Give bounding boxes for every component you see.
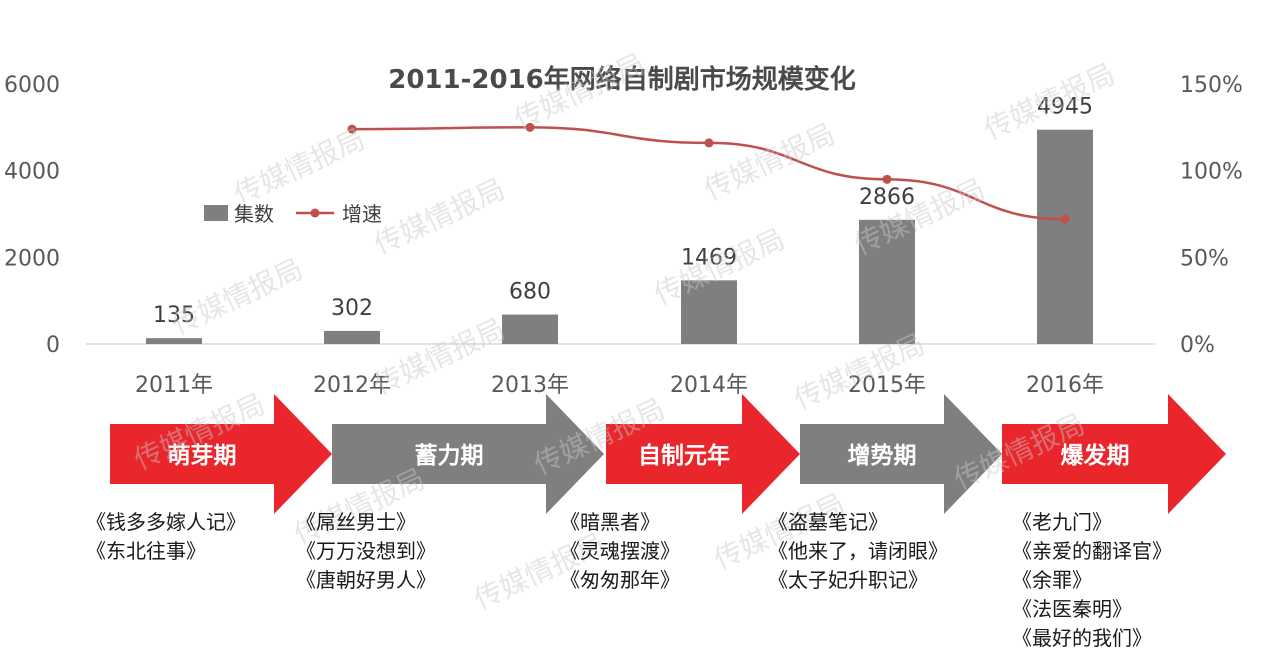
bar bbox=[146, 338, 202, 344]
stage-arrow bbox=[332, 394, 604, 514]
growth-point bbox=[347, 124, 357, 134]
show-list: 《钱多多嫁人记》 《东北往事》 bbox=[86, 508, 246, 566]
right-axis-tick-label: 100% bbox=[1180, 160, 1243, 185]
watermark-text: 传媒情报局 bbox=[229, 122, 370, 211]
show-list: 《暗黑者》《灵魂摆渡》 《匆匆那年》 bbox=[560, 508, 680, 595]
growth-point bbox=[525, 122, 535, 132]
show-title: 《法医秦明》 bbox=[1012, 597, 1132, 621]
x-axis-tick-label: 2011年 bbox=[135, 373, 213, 398]
show-title: 《万万没想到》 bbox=[296, 539, 436, 563]
bar-data-label: 135 bbox=[153, 303, 195, 328]
legend-label-bar: 集数 bbox=[234, 202, 274, 226]
legend-swatch-bar bbox=[204, 205, 228, 221]
watermark-text: 传媒情报局 bbox=[369, 172, 510, 261]
chart-title: 2011-2016年网络自制剧市场规模变化 bbox=[388, 64, 856, 95]
x-axis-tick-label: 2014年 bbox=[670, 373, 748, 398]
show-title: 《老九门》 bbox=[1012, 510, 1112, 534]
growth-point bbox=[704, 138, 714, 148]
stage-arrow bbox=[800, 394, 1002, 514]
watermark-text: 传媒情报局 bbox=[699, 117, 840, 206]
growth-point bbox=[1060, 214, 1070, 224]
watermark-text: 传媒情报局 bbox=[167, 252, 308, 341]
bar bbox=[1037, 129, 1093, 344]
bar bbox=[681, 280, 737, 344]
legend-swatch-marker bbox=[310, 208, 320, 218]
x-axis-tick-label: 2012年 bbox=[313, 373, 391, 398]
left-axis-tick-label: 2000 bbox=[4, 246, 60, 271]
show-title: 《最好的我们》 bbox=[1012, 626, 1152, 650]
x-axis-tick-label: 2015年 bbox=[848, 373, 926, 398]
bar bbox=[324, 330, 380, 344]
bar bbox=[502, 314, 558, 344]
stage-arrow bbox=[110, 394, 332, 514]
stage-label: 爆发期 bbox=[1061, 442, 1130, 469]
show-list: 《盗墓笔记》《他来了，请闭眼》 《太子妃升职记》 bbox=[768, 508, 948, 595]
stage-label: 萌芽期 bbox=[168, 443, 237, 469]
stage-arrow bbox=[606, 394, 800, 514]
show-title: 《暗黑者》 bbox=[560, 510, 660, 534]
show-title: 《余罪》 bbox=[1012, 568, 1092, 592]
watermark-text: 传媒情报局 bbox=[369, 312, 510, 401]
bar-data-label: 680 bbox=[509, 280, 551, 305]
bar-data-label: 1469 bbox=[681, 245, 737, 270]
legend-label-line: 增速 bbox=[342, 202, 382, 226]
right-axis-tick-label: 0% bbox=[1180, 333, 1215, 358]
left-y-axis: 0 2000 4000 6000 bbox=[4, 73, 60, 358]
growth-point bbox=[882, 174, 892, 184]
show-list: 《屌丝男士》 《万万没想到》 《唐朝好男人》 bbox=[296, 508, 436, 595]
show-title: 《灵魂摆渡》 bbox=[560, 539, 680, 563]
bar-data-label: 4945 bbox=[1037, 95, 1093, 120]
left-axis-tick-label: 4000 bbox=[4, 160, 60, 185]
show-title: 《唐朝好男人》 bbox=[296, 568, 436, 592]
legend: 集数 增速 bbox=[204, 202, 382, 226]
bar-data-label: 302 bbox=[331, 296, 373, 321]
stage-label: 蓄力期 bbox=[415, 443, 484, 469]
show-title: 《东北往事》 bbox=[86, 539, 206, 563]
bar-data-labels: 135 302 680 1469 2866 4945 bbox=[153, 95, 1093, 328]
bar bbox=[859, 219, 915, 344]
show-title: 《盗墓笔记》 bbox=[768, 510, 888, 534]
show-title: 《太子妃升职记》 bbox=[768, 568, 928, 592]
show-list: 《老九门》《亲爱的翻译官》 《余罪》《法医秦明》 《最好的我们》 bbox=[1012, 508, 1172, 653]
show-title: 《钱多多嫁人记》 bbox=[86, 510, 246, 534]
x-axis-tick-label: 2016年 bbox=[1026, 373, 1104, 398]
stage-label: 增势期 bbox=[848, 442, 917, 469]
x-axis-tick-label: 2013年 bbox=[491, 373, 569, 398]
left-axis-tick-label: 6000 bbox=[4, 73, 60, 98]
left-axis-tick-label: 0 bbox=[46, 333, 60, 358]
stage-label: 自制元年 bbox=[638, 442, 730, 469]
show-title: 《他来了，请闭眼》 bbox=[768, 539, 948, 563]
show-title: 《匆匆那年》 bbox=[560, 568, 680, 592]
stage-arrows: 萌芽期 蓄力期 自制元年 增势期 爆发期 bbox=[110, 394, 1226, 514]
right-axis-tick-label: 150% bbox=[1180, 73, 1243, 98]
bar-data-label: 2866 bbox=[859, 185, 915, 210]
right-y-axis: 0% 50% 100% 150% bbox=[1180, 73, 1243, 358]
stage-arrow bbox=[1002, 394, 1226, 514]
show-title: 《屌丝男士》 bbox=[296, 510, 416, 534]
right-axis-tick-label: 50% bbox=[1180, 246, 1229, 271]
bar-series bbox=[146, 129, 1093, 344]
x-axis-tick-labels: 2011年 2012年 2013年 2014年 2015年 2016年 bbox=[135, 373, 1104, 398]
growth-line-series bbox=[347, 122, 1070, 224]
show-title: 《亲爱的翻译官》 bbox=[1012, 539, 1172, 563]
